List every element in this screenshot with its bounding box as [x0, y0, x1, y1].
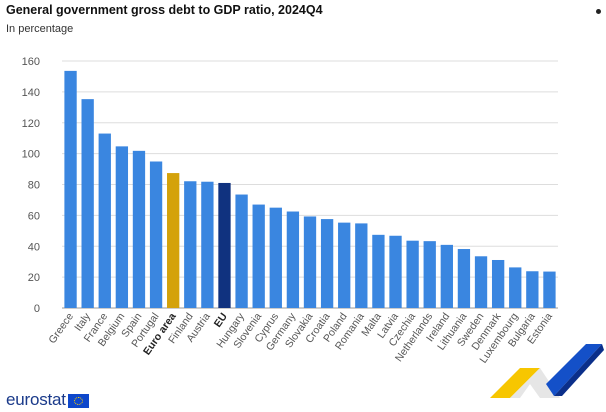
- bar-poland[interactable]: [338, 222, 351, 308]
- bar-netherlands[interactable]: [423, 241, 436, 308]
- y-axis-ticks: 0 20 40 60 80 100 120 140 160: [22, 56, 40, 315]
- bar-greece[interactable]: [64, 70, 77, 308]
- y-tick-label: 60: [28, 210, 40, 222]
- chart-title: General government gross debt to GDP rat…: [6, 3, 323, 17]
- y-tick-label: 160: [22, 56, 40, 68]
- y-tick-label: 100: [22, 149, 40, 161]
- bar-eu[interactable]: [218, 182, 231, 308]
- bar-sweden[interactable]: [474, 256, 488, 308]
- bar-croatia[interactable]: [320, 219, 334, 308]
- bar-finland[interactable]: [184, 181, 197, 308]
- bar-austria[interactable]: [201, 181, 214, 308]
- bar-lithuania[interactable]: [457, 249, 471, 308]
- y-tick-label: 140: [22, 87, 40, 99]
- bar-spain[interactable]: [132, 150, 146, 308]
- bar-euro-area[interactable]: [167, 173, 180, 308]
- bar-denmark[interactable]: [491, 259, 505, 308]
- bar-czechia[interactable]: [406, 240, 419, 308]
- bar-malta[interactable]: [372, 234, 385, 308]
- y-tick-label: 40: [28, 241, 40, 253]
- bar-slovenia[interactable]: [252, 204, 265, 308]
- bar-romania[interactable]: [355, 223, 368, 308]
- bar-chart: 0 20 40 60 80 100 120 140 160 GreeceItalyFranceB…: [22, 56, 558, 366]
- bar-slovakia[interactable]: [303, 216, 317, 308]
- logo-text: eurostat: [6, 390, 66, 409]
- bar-france[interactable]: [98, 133, 111, 308]
- bar-ireland[interactable]: [440, 244, 453, 308]
- chart-subtitle: In percentage: [6, 23, 74, 35]
- y-tick-label: 120: [22, 118, 40, 130]
- bar-estonia[interactable]: [543, 271, 556, 308]
- eurostat-logo[interactable]: eurostat: [6, 390, 89, 410]
- bar-belgium[interactable]: [115, 146, 129, 308]
- x-tick-label: Greece: [46, 311, 76, 346]
- bar-luxembourg[interactable]: [509, 267, 522, 308]
- bar-hungary[interactable]: [235, 194, 248, 308]
- x-axis-ticks: GreeceItalyFranceBelgiumSpainPortugalEur…: [46, 310, 555, 365]
- decorative-chevron-icon: [490, 344, 604, 398]
- bar-italy[interactable]: [81, 99, 94, 309]
- bar-portugal[interactable]: [149, 161, 163, 308]
- bars: [64, 70, 556, 309]
- eu-flag-icon: [67, 394, 89, 408]
- bar-bulgaria[interactable]: [526, 271, 539, 308]
- y-tick-label: 80: [28, 180, 40, 192]
- y-tick-label: 0: [34, 303, 40, 315]
- bar-cyprus[interactable]: [269, 207, 282, 308]
- y-tick-label: 20: [28, 272, 40, 284]
- bar-germany[interactable]: [286, 211, 300, 308]
- bar-latvia[interactable]: [389, 235, 402, 308]
- chart-menu-button[interactable]: [596, 9, 601, 14]
